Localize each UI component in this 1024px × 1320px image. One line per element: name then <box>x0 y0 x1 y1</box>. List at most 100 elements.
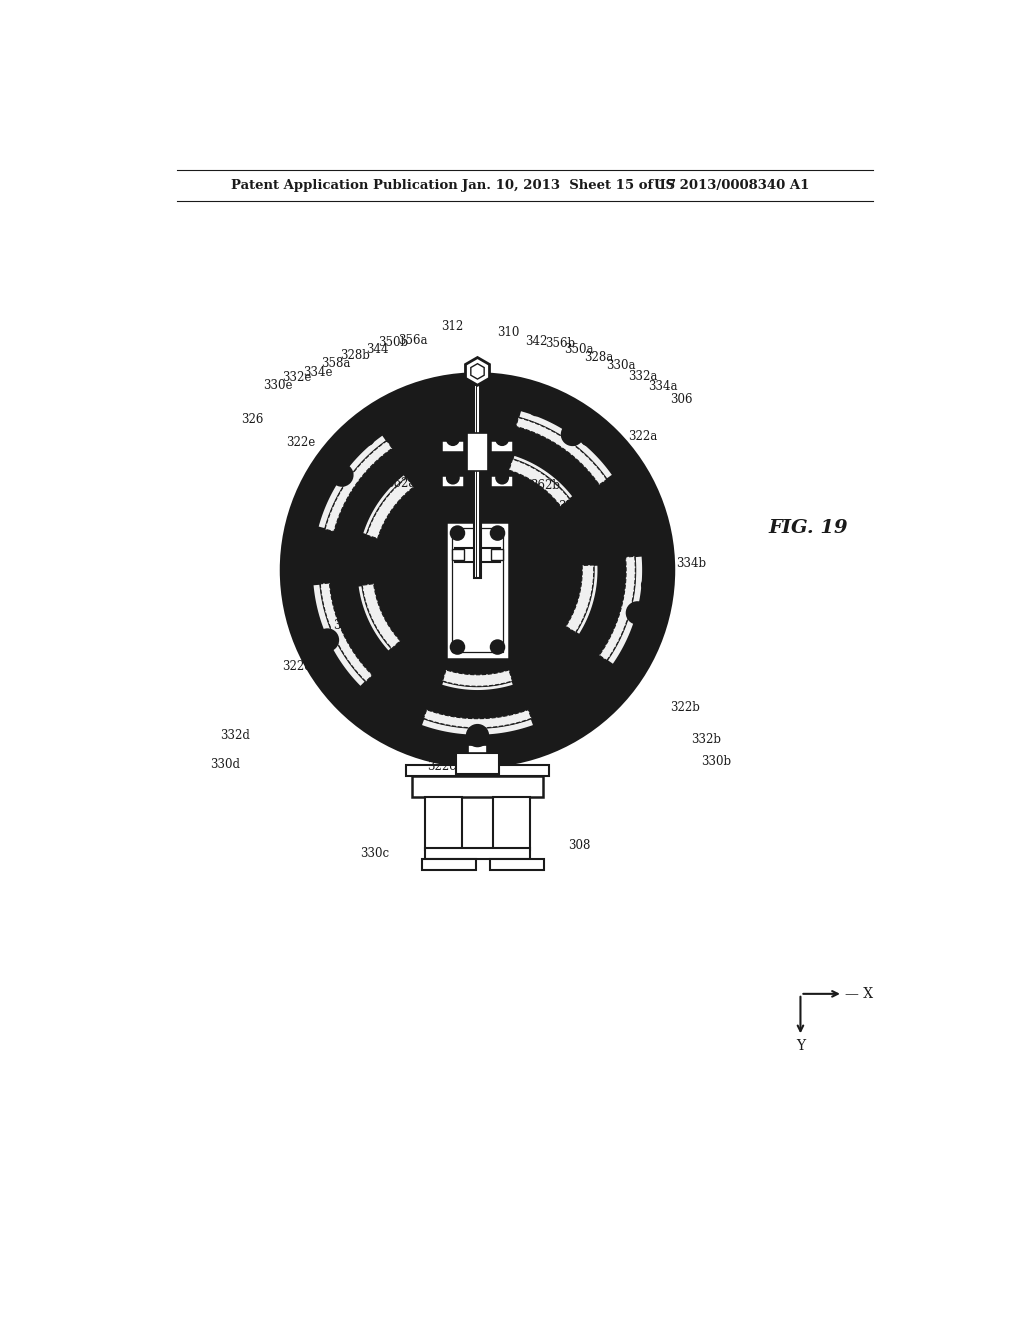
Text: 321a: 321a <box>510 544 539 557</box>
FancyBboxPatch shape <box>406 764 549 776</box>
Circle shape <box>455 644 461 651</box>
Text: 328a: 328a <box>584 351 613 364</box>
Circle shape <box>585 436 591 442</box>
Circle shape <box>331 465 352 486</box>
FancyBboxPatch shape <box>457 752 499 774</box>
Circle shape <box>362 455 592 685</box>
Circle shape <box>624 480 630 487</box>
Text: 342: 342 <box>525 335 548 348</box>
Text: 358b: 358b <box>558 500 589 513</box>
Circle shape <box>529 401 543 416</box>
Polygon shape <box>512 455 573 499</box>
Circle shape <box>328 420 628 721</box>
FancyBboxPatch shape <box>412 776 543 797</box>
Text: 334a: 334a <box>648 380 678 393</box>
Circle shape <box>365 436 371 442</box>
Text: 356a: 356a <box>398 334 427 347</box>
Circle shape <box>451 640 465 653</box>
Circle shape <box>642 578 655 591</box>
Circle shape <box>323 635 333 645</box>
Polygon shape <box>321 583 373 681</box>
Circle shape <box>632 607 643 618</box>
Circle shape <box>446 433 459 445</box>
Text: 308: 308 <box>568 840 591 853</box>
Circle shape <box>562 424 584 445</box>
Circle shape <box>446 471 459 484</box>
Circle shape <box>416 405 422 412</box>
Circle shape <box>490 640 505 653</box>
Circle shape <box>372 463 584 676</box>
Text: 350b: 350b <box>378 337 409 350</box>
Circle shape <box>499 436 505 442</box>
Text: 332e: 332e <box>283 371 312 384</box>
Text: 328b: 328b <box>340 350 370 363</box>
FancyBboxPatch shape <box>425 847 529 859</box>
Circle shape <box>472 730 483 741</box>
Text: 332c: 332c <box>545 729 574 742</box>
Text: 332d: 332d <box>220 729 250 742</box>
Text: 322c: 322c <box>427 760 456 774</box>
Circle shape <box>570 432 574 437</box>
Text: 330b: 330b <box>700 755 731 767</box>
Polygon shape <box>466 358 489 385</box>
Text: 322d: 322d <box>283 660 312 673</box>
Text: 362a: 362a <box>386 478 416 490</box>
Polygon shape <box>317 434 387 529</box>
Circle shape <box>340 473 344 478</box>
Text: Patent Application Publication: Patent Application Publication <box>230 178 458 191</box>
Polygon shape <box>441 681 514 690</box>
Circle shape <box>316 630 338 651</box>
Circle shape <box>645 582 651 589</box>
Polygon shape <box>442 671 512 686</box>
FancyBboxPatch shape <box>490 549 503 560</box>
Text: 330d: 330d <box>210 758 241 771</box>
Circle shape <box>635 611 640 615</box>
Circle shape <box>356 449 598 690</box>
FancyBboxPatch shape <box>468 744 486 752</box>
Circle shape <box>627 602 648 623</box>
FancyBboxPatch shape <box>442 441 464 453</box>
Text: 330a: 330a <box>606 359 636 372</box>
Circle shape <box>451 527 465 540</box>
Polygon shape <box>421 718 535 735</box>
FancyBboxPatch shape <box>445 521 509 659</box>
Circle shape <box>620 478 633 491</box>
Polygon shape <box>424 710 531 727</box>
Text: 306: 306 <box>670 392 692 405</box>
Polygon shape <box>362 474 407 535</box>
Text: FIG. 19: FIG. 19 <box>768 519 848 537</box>
FancyBboxPatch shape <box>422 859 476 870</box>
Circle shape <box>450 436 456 442</box>
Text: 322a: 322a <box>628 430 656 444</box>
Polygon shape <box>357 585 392 652</box>
Circle shape <box>467 725 488 746</box>
Polygon shape <box>362 583 400 648</box>
Text: 332a: 332a <box>628 370 657 383</box>
FancyBboxPatch shape <box>493 797 529 850</box>
Circle shape <box>496 433 508 445</box>
Text: Y: Y <box>796 1039 805 1052</box>
Text: 356b: 356b <box>545 337 575 350</box>
Circle shape <box>474 395 480 401</box>
Circle shape <box>496 471 508 484</box>
FancyBboxPatch shape <box>489 859 544 870</box>
FancyBboxPatch shape <box>474 385 481 578</box>
FancyBboxPatch shape <box>492 477 513 487</box>
Circle shape <box>450 475 456 480</box>
FancyBboxPatch shape <box>425 797 462 850</box>
Circle shape <box>581 432 595 445</box>
Circle shape <box>471 392 484 405</box>
Text: 332b: 332b <box>691 733 722 746</box>
Text: 334c: 334c <box>520 742 549 755</box>
Circle shape <box>643 537 649 544</box>
FancyBboxPatch shape <box>492 441 513 453</box>
Circle shape <box>490 527 505 540</box>
Polygon shape <box>312 583 366 688</box>
Text: 334d: 334d <box>334 619 364 632</box>
Text: 310: 310 <box>497 326 519 339</box>
Circle shape <box>326 638 330 643</box>
FancyBboxPatch shape <box>442 477 464 487</box>
Polygon shape <box>566 565 594 632</box>
Circle shape <box>455 531 461 536</box>
Text: 350a: 350a <box>564 343 593 356</box>
